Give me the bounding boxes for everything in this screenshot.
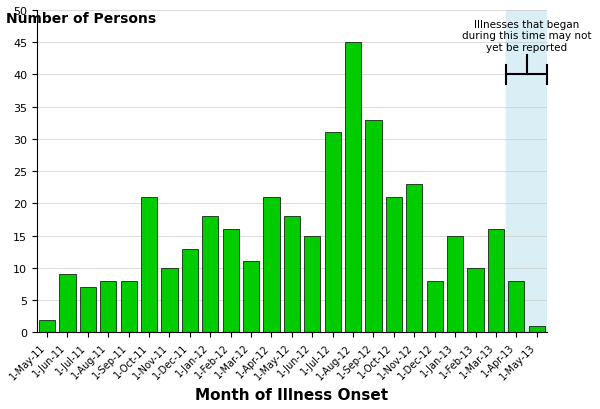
Text: Illnesses that began
during this time may not
yet be reported: Illnesses that began during this time ma… [462,20,591,53]
Bar [80,288,96,333]
Bar [243,262,259,333]
Bar [467,268,484,333]
Bar [100,281,116,333]
Bar [506,11,547,333]
Bar [427,281,443,333]
Bar [141,198,157,333]
Bar [161,268,178,333]
Bar [59,275,76,333]
Bar [304,236,320,333]
Bar [39,320,55,333]
Bar [345,43,361,333]
Bar [508,281,524,333]
Bar [488,230,504,333]
Text: Number of Persons: Number of Persons [6,12,156,26]
Bar [325,133,341,333]
Bar [386,198,402,333]
Bar [447,236,463,333]
Bar [202,217,218,333]
Bar [365,120,382,333]
Bar [406,184,422,333]
Bar [263,198,280,333]
Bar [121,281,137,333]
Bar [223,230,239,333]
Bar [182,249,198,333]
X-axis label: Month of Illness Onset: Month of Illness Onset [196,387,388,402]
Bar [284,217,300,333]
Bar [529,326,545,333]
